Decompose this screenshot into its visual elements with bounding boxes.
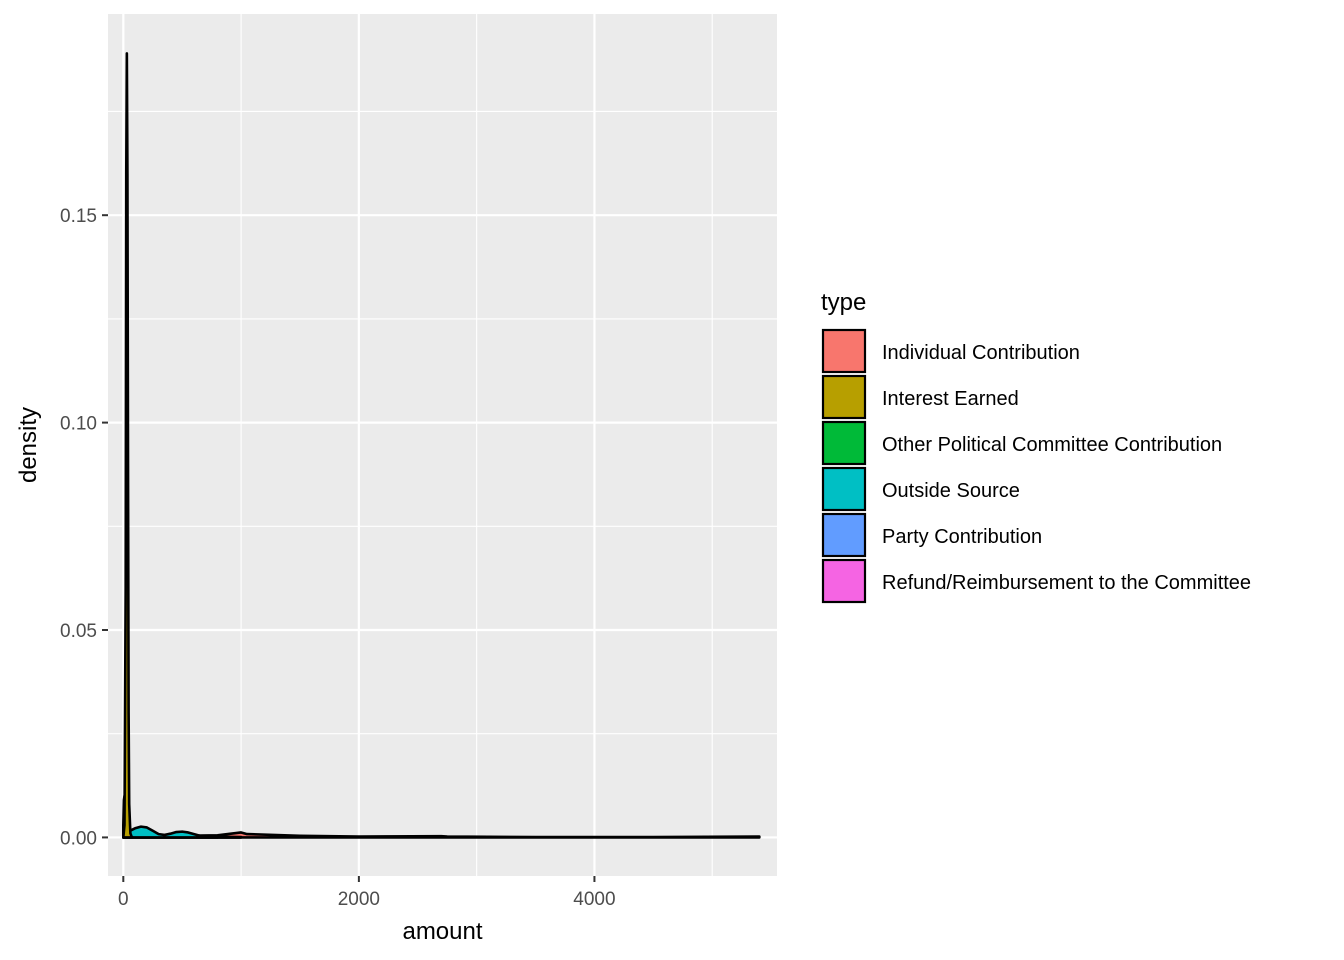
density-area-interest-earned [122,52,135,839]
legend-key [821,558,867,604]
legend-title: type [821,289,866,316]
legend-label: Interest Earned [882,388,1019,410]
y-axis-title: density [15,407,42,483]
y-tick-label: 0.15 [60,206,97,227]
y-tick-label: 0.10 [60,414,97,435]
x-tick-label: 2000 [338,889,380,910]
grid-minor [108,14,777,876]
legend-label: Outside Source [882,480,1020,502]
legend-key [821,374,867,420]
density-areas [122,52,761,839]
x-axis-title: amount [402,918,482,945]
y-tick-label: 0.05 [60,621,97,642]
legend-label: Refund/Reimbursement to the Committee [882,572,1251,594]
density-area-outside-source [122,825,243,839]
y-tick-label: 0.00 [60,828,97,849]
legend: type Individual Contribution Interest Ear… [821,289,1251,604]
legend-key [821,512,867,558]
axes: 0 2000 4000 0.00 0.05 0.10 0.15 [60,206,616,910]
legend-key [821,420,867,466]
legend-label: Party Contribution [882,526,1042,548]
x-tick-label: 0 [118,889,129,910]
legend-label: Individual Contribution [882,342,1080,364]
x-tick-label: 4000 [573,889,615,910]
legend-key [821,328,867,374]
legend-label: Other Political Committee Contribution [882,434,1222,456]
legend-key [821,466,867,512]
plot-panel [108,14,777,876]
